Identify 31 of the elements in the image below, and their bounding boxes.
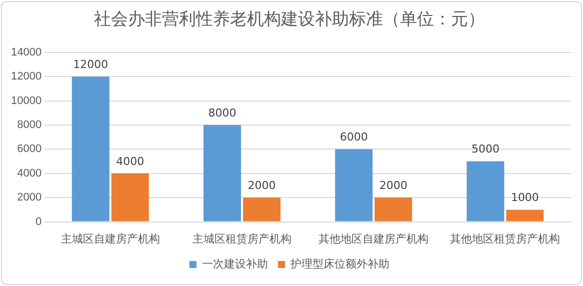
y-tick-label: 10000: [10, 94, 42, 107]
y-tick-label: 14000: [10, 46, 42, 58]
bar: [506, 210, 544, 222]
bar: [111, 173, 149, 222]
x-tick-label: 主城区自建房产机构: [60, 232, 160, 246]
y-tick-label: 6000: [17, 143, 42, 156]
x-tick-label: 主城区租赁房产机构: [192, 232, 292, 246]
data-label: 5000: [471, 142, 500, 156]
bar: [466, 161, 504, 222]
y-tick-label: 12000: [10, 70, 42, 83]
bar: [72, 76, 110, 222]
y-tick-label: 4000: [17, 167, 42, 180]
y-tick-label: 2000: [17, 192, 42, 204]
bar: [374, 198, 412, 222]
data-label: 12000: [73, 58, 108, 71]
x-tick-label: 其他地区租赁房产机构: [450, 232, 560, 246]
x-tick-label: 其他地区自建房产机构: [318, 232, 429, 246]
data-label: 6000: [340, 130, 368, 144]
data-label: 8000: [208, 106, 236, 120]
y-tick-label: 0: [35, 216, 42, 228]
bar: [242, 198, 280, 222]
y-tick-label: 8000: [17, 119, 42, 132]
chart-title: 社会办非营利性养老机构建设补助标准（单位：元）: [94, 10, 485, 30]
legend-label: 一次建设补助: [202, 258, 268, 271]
data-label: 2000: [379, 178, 408, 192]
bar: [335, 149, 373, 222]
data-label: 4000: [116, 154, 144, 168]
legend-label: 护理型床位额外补助: [290, 258, 390, 271]
data-label: 2000: [248, 178, 276, 192]
data-label: 1000: [510, 191, 539, 204]
bar: [204, 125, 242, 222]
